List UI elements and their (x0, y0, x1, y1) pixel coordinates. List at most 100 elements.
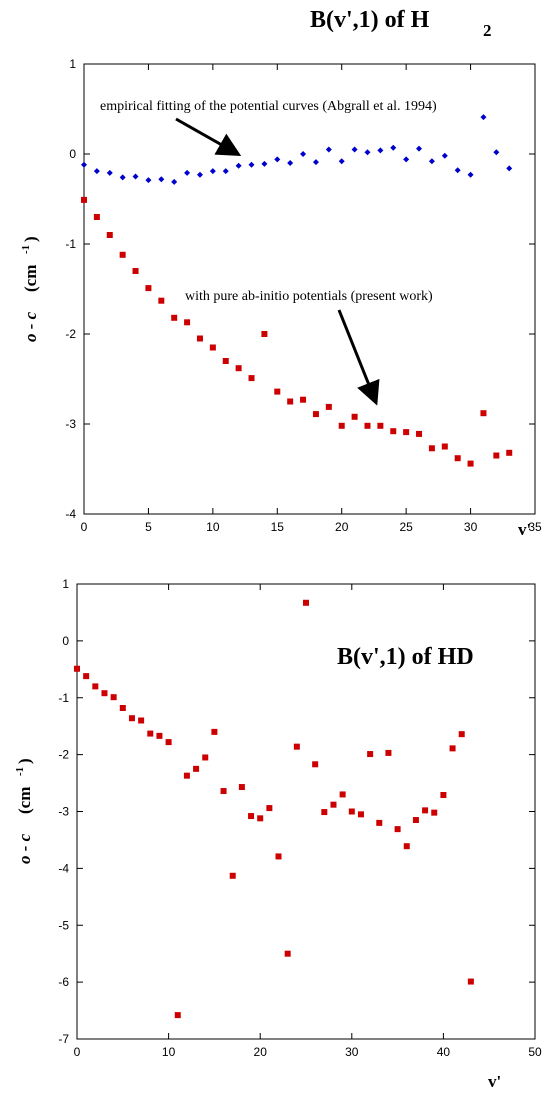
chart-hd-point-square (431, 809, 438, 816)
chart-hd-point-square (312, 761, 319, 768)
chart-hd-point-square (211, 728, 218, 735)
chart-hd-point-square (119, 704, 126, 711)
chart-h2-point-square (467, 460, 474, 467)
chart-hd-point-square (74, 665, 80, 672)
chart-hd-y-tick-label: -5 (58, 918, 69, 932)
chart-h2-ticks (83, 63, 536, 515)
chart-hd-point-square (92, 683, 99, 690)
chart-h2-point-square (377, 422, 384, 429)
chart-hd-y-label-unit: (cm (15, 787, 34, 814)
chart-h2-y-tick-label: -4 (65, 507, 76, 521)
chart-h2-x-tick-label: 5 (145, 520, 152, 534)
chart-h2-point-square (132, 268, 139, 274)
chart-h2-point-square (300, 396, 307, 403)
chart-h2-point-square (196, 335, 203, 342)
chart-h2-x-tick-label: 35 (528, 520, 542, 534)
chart-h2-x-tick-label: 30 (464, 520, 478, 534)
chart-h2-point-square (248, 375, 255, 382)
chart-h2-point-diamond (261, 160, 268, 167)
chart-h2-point-square (119, 251, 126, 258)
chart-hd-point-square (220, 788, 227, 795)
chart-h2-x-tick-label: 25 (399, 520, 413, 534)
chart-h2-point-diamond (158, 176, 165, 183)
chart-hd-point-square (174, 1012, 181, 1019)
chart-hd-x-tick-label: 30 (345, 1045, 359, 1059)
chart-h2-point-diamond (403, 156, 410, 163)
chart-hd-point-square (183, 772, 190, 779)
chart-hd-point-square (357, 811, 364, 818)
chart-hd-point-square (321, 809, 328, 816)
chart-hd-point-square (110, 694, 117, 701)
chart-h2-point-square (158, 297, 165, 304)
chart-h2-point-diamond (506, 165, 513, 172)
chart-h2-x-tick-label: 0 (81, 520, 88, 534)
chart-hd-point-square (376, 819, 383, 826)
chart-hd-point-square (422, 807, 429, 814)
chart-hd-x-tick-label: 20 (254, 1045, 268, 1059)
chart-h2-point-square (454, 455, 461, 462)
chart-h2-point-diamond (416, 145, 423, 152)
chart-hd-x-axis-label: v' (488, 1072, 501, 1091)
chart-h2-point-square (93, 214, 100, 220)
chart-h2-arrow-abinitio (337, 309, 380, 406)
chart-hd-point-square (165, 739, 172, 746)
chart-hd-point-square (293, 743, 300, 750)
chart-h2-point-square (390, 428, 397, 435)
chart-hd-point-square (440, 792, 447, 799)
chart-hd-point-square (147, 730, 154, 737)
chart-hd-point-square (458, 731, 465, 738)
chart-h2-point-diamond (351, 146, 358, 153)
chart-h2-x-tick-label: 15 (271, 520, 285, 534)
chart-hd-point-square (284, 950, 291, 957)
chart-h2-point-square (480, 410, 487, 417)
chart-h2-point-diamond (171, 178, 178, 185)
chart-h2-point-diamond (325, 146, 332, 153)
chart-h2-point-diamond (441, 152, 448, 159)
chart-h2-point-diamond (338, 158, 345, 165)
chart-h2-y-label-main: o - c (21, 311, 40, 342)
chart-hd-point-square (202, 754, 209, 761)
chart-h2-annotation-empirical: empirical fitting of the potential curve… (100, 99, 437, 114)
chart-hd-point-square (330, 801, 337, 808)
chart-h2-point-diamond (184, 169, 191, 176)
chart-hd-point-square (83, 673, 90, 680)
chart-hd-title: B(v',1) of HD (337, 644, 474, 670)
chart-h2-point-square (261, 331, 268, 337)
chart-h2-point-diamond (119, 174, 126, 181)
chart-h2-y-label-exponent: -1 (20, 245, 32, 254)
chart-h2-point-diamond (287, 160, 294, 166)
chart-hd-y-tick-label: -7 (58, 1032, 69, 1046)
chart-h2-point-diamond (106, 169, 113, 176)
chart-h2-point-diamond (209, 168, 216, 175)
chart-hd-y-tick-label: -2 (58, 748, 69, 762)
chart-hd-point-square (266, 805, 273, 812)
chart-h2-point-diamond (196, 171, 203, 178)
chart-hd-y-tick-label: 0 (62, 634, 69, 648)
chart-hd-point-square (339, 791, 346, 798)
chart-h2-point-square (81, 196, 87, 203)
chart-h2-point-square (145, 285, 152, 292)
chart-h2-point-square (403, 429, 410, 436)
chart-h2-y-tick-label: -1 (65, 237, 76, 251)
chart-hd-point-square (467, 978, 474, 985)
chart-h2-point-diamond (377, 147, 384, 154)
chart-h2-point-diamond (145, 177, 152, 184)
chart-h2-arrow-empirical (175, 117, 242, 156)
chart-hd-x-tick-label: 40 (437, 1045, 451, 1059)
chart-hd-y-label-close: ) (15, 758, 34, 764)
chart-h2-x-tick-label: 10 (206, 520, 220, 534)
chart-hd-point-square (248, 813, 255, 820)
chart-h2-point-diamond (274, 156, 281, 163)
chart-hd-y-axis-label: o - c (cm -1 ) (14, 758, 34, 864)
chart-hd-y-tick-label: -3 (58, 805, 69, 819)
chart-h2: B(v',1) of H 2 0 5 10 15 20 25 30 3510-1-2-3-4 … (20, 7, 542, 539)
chart-h2-point-square (351, 413, 358, 420)
chart-hd-x-tick-label: 50 (528, 1045, 542, 1059)
chart-h2-y-tick-label: -2 (65, 327, 76, 341)
chart-h2-marks (81, 114, 513, 467)
chart-h2-title-subscript: 2 (483, 21, 492, 40)
chart-h2-point-diamond (312, 159, 319, 166)
chart-hd-marks (74, 599, 474, 1019)
chart-h2-point-square (274, 388, 281, 395)
